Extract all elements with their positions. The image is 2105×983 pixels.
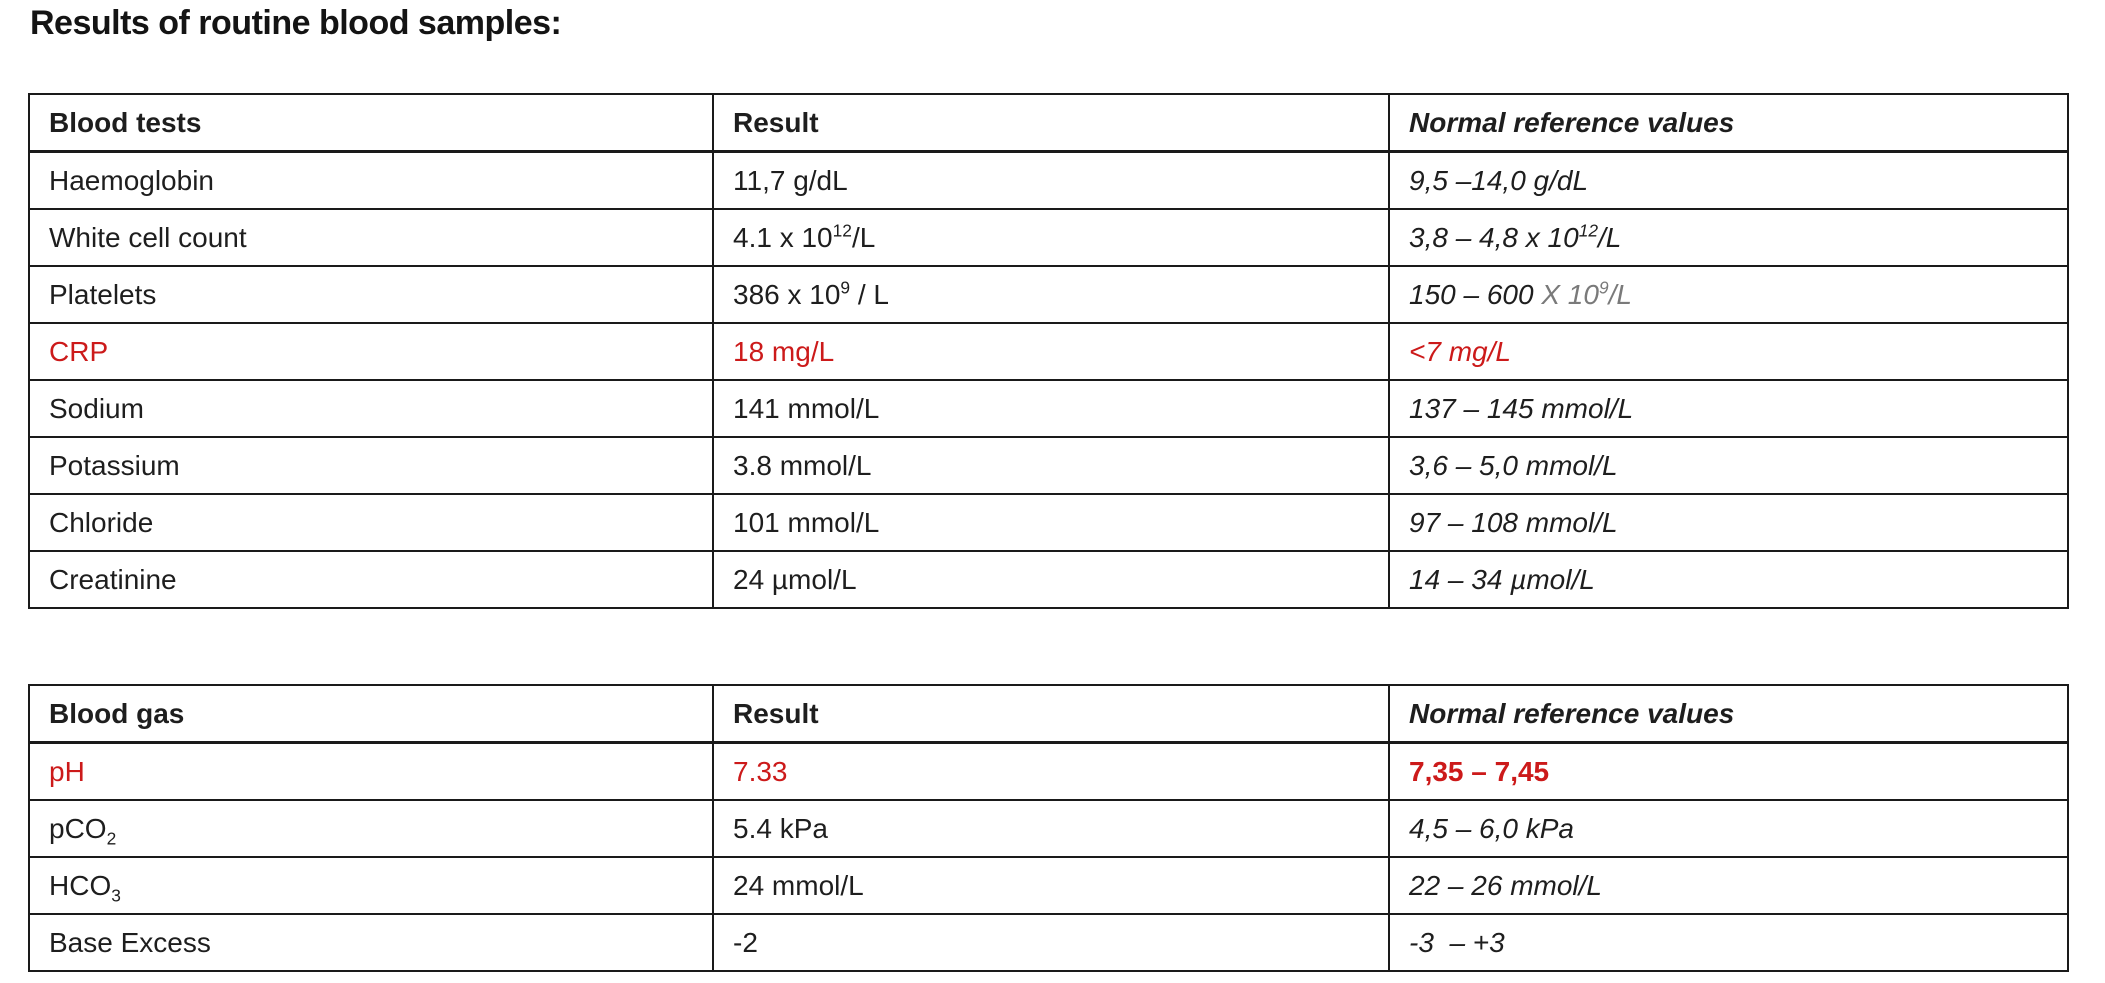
platelets-reference: 150 – 600 X 109/L [1388, 265, 2069, 324]
row-hco3: HCO3 24 mmol/L 22 – 26 mmol/L [28, 856, 2069, 915]
blood-tests-header-label: Blood tests [28, 93, 714, 153]
row-pco2: pCO2 5.4 kPa 4,5 – 6,0 kPa [28, 799, 2069, 858]
base-excess-result: -2 [712, 913, 1390, 972]
hco3-label: HCO3 [28, 856, 714, 915]
pco2-label-subscript: 2 [106, 828, 117, 849]
crp-label: CRP [28, 322, 714, 381]
chloride-result: 101 mmol/L [712, 493, 1390, 552]
row-haemoglobin: Haemoglobin 11,7 g/dL 9,5 –14,0 g/dL [28, 150, 2069, 210]
potassium-label: Potassium [28, 436, 714, 495]
blood-gas-header-row: Blood gas Result Normal reference values [28, 684, 2069, 744]
platelets-reference-exponent: 9 [1598, 277, 1609, 298]
blood-gas-header-reference: Normal reference values [1388, 684, 2069, 744]
hco3-result: 24 mmol/L [712, 856, 1390, 915]
hco3-label-subscript: 3 [111, 885, 121, 906]
blood-gas-header-result: Result [712, 684, 1390, 744]
white-cell-count-result-exponent: 12 [832, 220, 852, 241]
white-cell-count-reference: 3,8 – 4,8 x 1012/L [1388, 208, 2069, 267]
crp-reference: <7 mg/L [1388, 322, 2069, 381]
blood-gas-header-label: Blood gas [28, 684, 714, 744]
white-cell-count-reference-unit: /L [1598, 221, 1622, 253]
crp-result: 18 mg/L [712, 322, 1390, 381]
row-sodium: Sodium 141 mmol/L 137 – 145 mmol/L [28, 379, 2069, 438]
creatinine-result: 24 µmol/L [712, 550, 1390, 609]
platelets-reference-range: 150 – 600 [1409, 278, 1542, 310]
base-excess-reference: -3 – +3 [1388, 913, 2069, 972]
row-platelets: Platelets 386 x 109 / L 150 – 600 X 109/… [28, 265, 2069, 324]
creatinine-label: Creatinine [28, 550, 714, 609]
row-creatinine: Creatinine 24 µmol/L 14 – 34 µmol/L [28, 550, 2069, 609]
platelets-result-unit: / L [850, 278, 889, 310]
row-white-cell-count: White cell count 4.1 x 1012/L 3,8 – 4,8 … [28, 208, 2069, 267]
blood-tests-header-result: Result [712, 93, 1390, 153]
page-title: Results of routine blood samples: [30, 4, 562, 42]
pco2-label: pCO2 [28, 799, 714, 858]
blood-gas-table: Blood gas Result Normal reference values… [28, 684, 2069, 972]
ph-reference: 7,35 – 7,45 [1388, 741, 2069, 801]
row-chloride: Chloride 101 mmol/L 97 – 108 mmol/L [28, 493, 2069, 552]
haemoglobin-reference: 9,5 –14,0 g/dL [1388, 150, 2069, 210]
platelets-reference-base: X 10 [1541, 278, 1599, 310]
row-ph: pH 7.33 7,35 – 7,45 [28, 741, 2069, 801]
ph-result: 7.33 [712, 741, 1390, 801]
platelets-reference-unit: /L [1608, 278, 1632, 310]
white-cell-count-result-base: 4.1 x 10 [733, 221, 833, 253]
sodium-reference: 137 – 145 mmol/L [1388, 379, 2069, 438]
haemoglobin-label: Haemoglobin [28, 150, 714, 210]
pco2-reference: 4,5 – 6,0 kPa [1388, 799, 2069, 858]
potassium-reference: 3,6 – 5,0 mmol/L [1388, 436, 2069, 495]
hco3-reference: 22 – 26 mmol/L [1388, 856, 2069, 915]
platelets-label: Platelets [28, 265, 714, 324]
haemoglobin-result: 11,7 g/dL [712, 150, 1390, 210]
hco3-label-base: HCO [49, 869, 112, 901]
blood-tests-table: Blood tests Result Normal reference valu… [28, 93, 2069, 609]
sodium-label: Sodium [28, 379, 714, 438]
blood-tests-header-reference: Normal reference values [1388, 93, 2069, 153]
row-crp: CRP 18 mg/L <7 mg/L [28, 322, 2069, 381]
white-cell-count-label: White cell count [28, 208, 714, 267]
white-cell-count-reference-exponent: 12 [1578, 220, 1598, 241]
blood-tests-header-row: Blood tests Result Normal reference valu… [28, 93, 2069, 153]
chloride-reference: 97 – 108 mmol/L [1388, 493, 2069, 552]
potassium-result: 3.8 mmol/L [712, 436, 1390, 495]
row-base-excess: Base Excess -2 -3 – +3 [28, 913, 2069, 972]
platelets-result-exponent: 9 [840, 277, 851, 298]
pco2-result: 5.4 kPa [712, 799, 1390, 858]
white-cell-count-result-unit: /L [851, 221, 876, 253]
chloride-label: Chloride [28, 493, 714, 552]
row-potassium: Potassium 3.8 mmol/L 3,6 – 5,0 mmol/L [28, 436, 2069, 495]
base-excess-label: Base Excess [28, 913, 714, 972]
white-cell-count-result: 4.1 x 1012/L [712, 208, 1390, 267]
platelets-result: 386 x 109 / L [712, 265, 1390, 324]
creatinine-reference: 14 – 34 µmol/L [1388, 550, 2069, 609]
white-cell-count-reference-base: 3,8 – 4,8 x 10 [1409, 221, 1579, 253]
sodium-result: 141 mmol/L [712, 379, 1390, 438]
platelets-result-base: 386 x 10 [733, 278, 841, 310]
pco2-label-base: pCO [49, 812, 107, 844]
ph-label: pH [28, 741, 714, 801]
